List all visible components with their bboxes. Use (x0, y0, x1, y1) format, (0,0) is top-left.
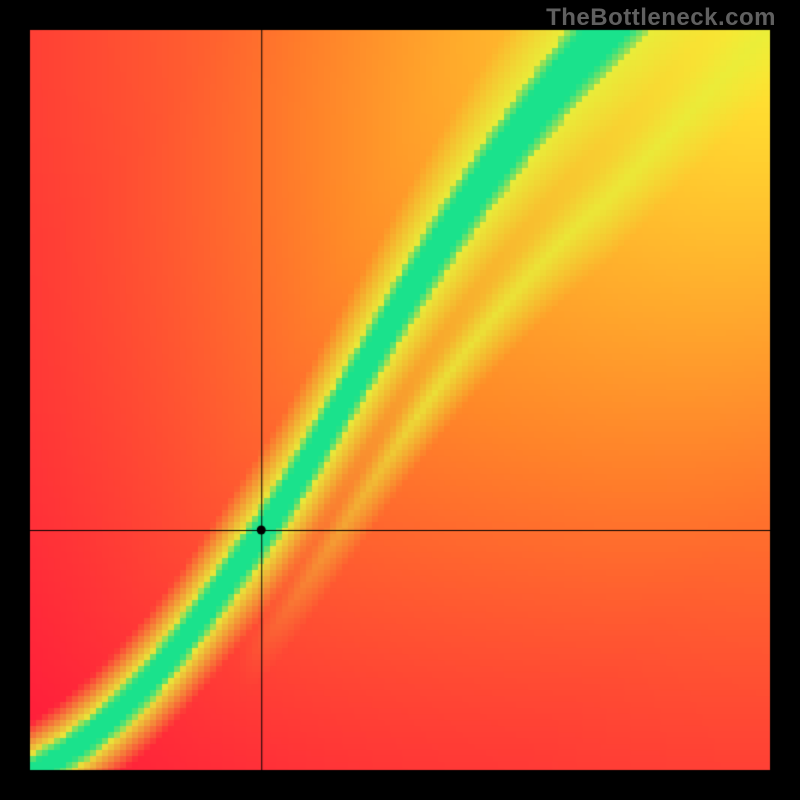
bottleneck-heatmap (0, 0, 800, 800)
watermark-text: TheBottleneck.com (546, 4, 776, 32)
